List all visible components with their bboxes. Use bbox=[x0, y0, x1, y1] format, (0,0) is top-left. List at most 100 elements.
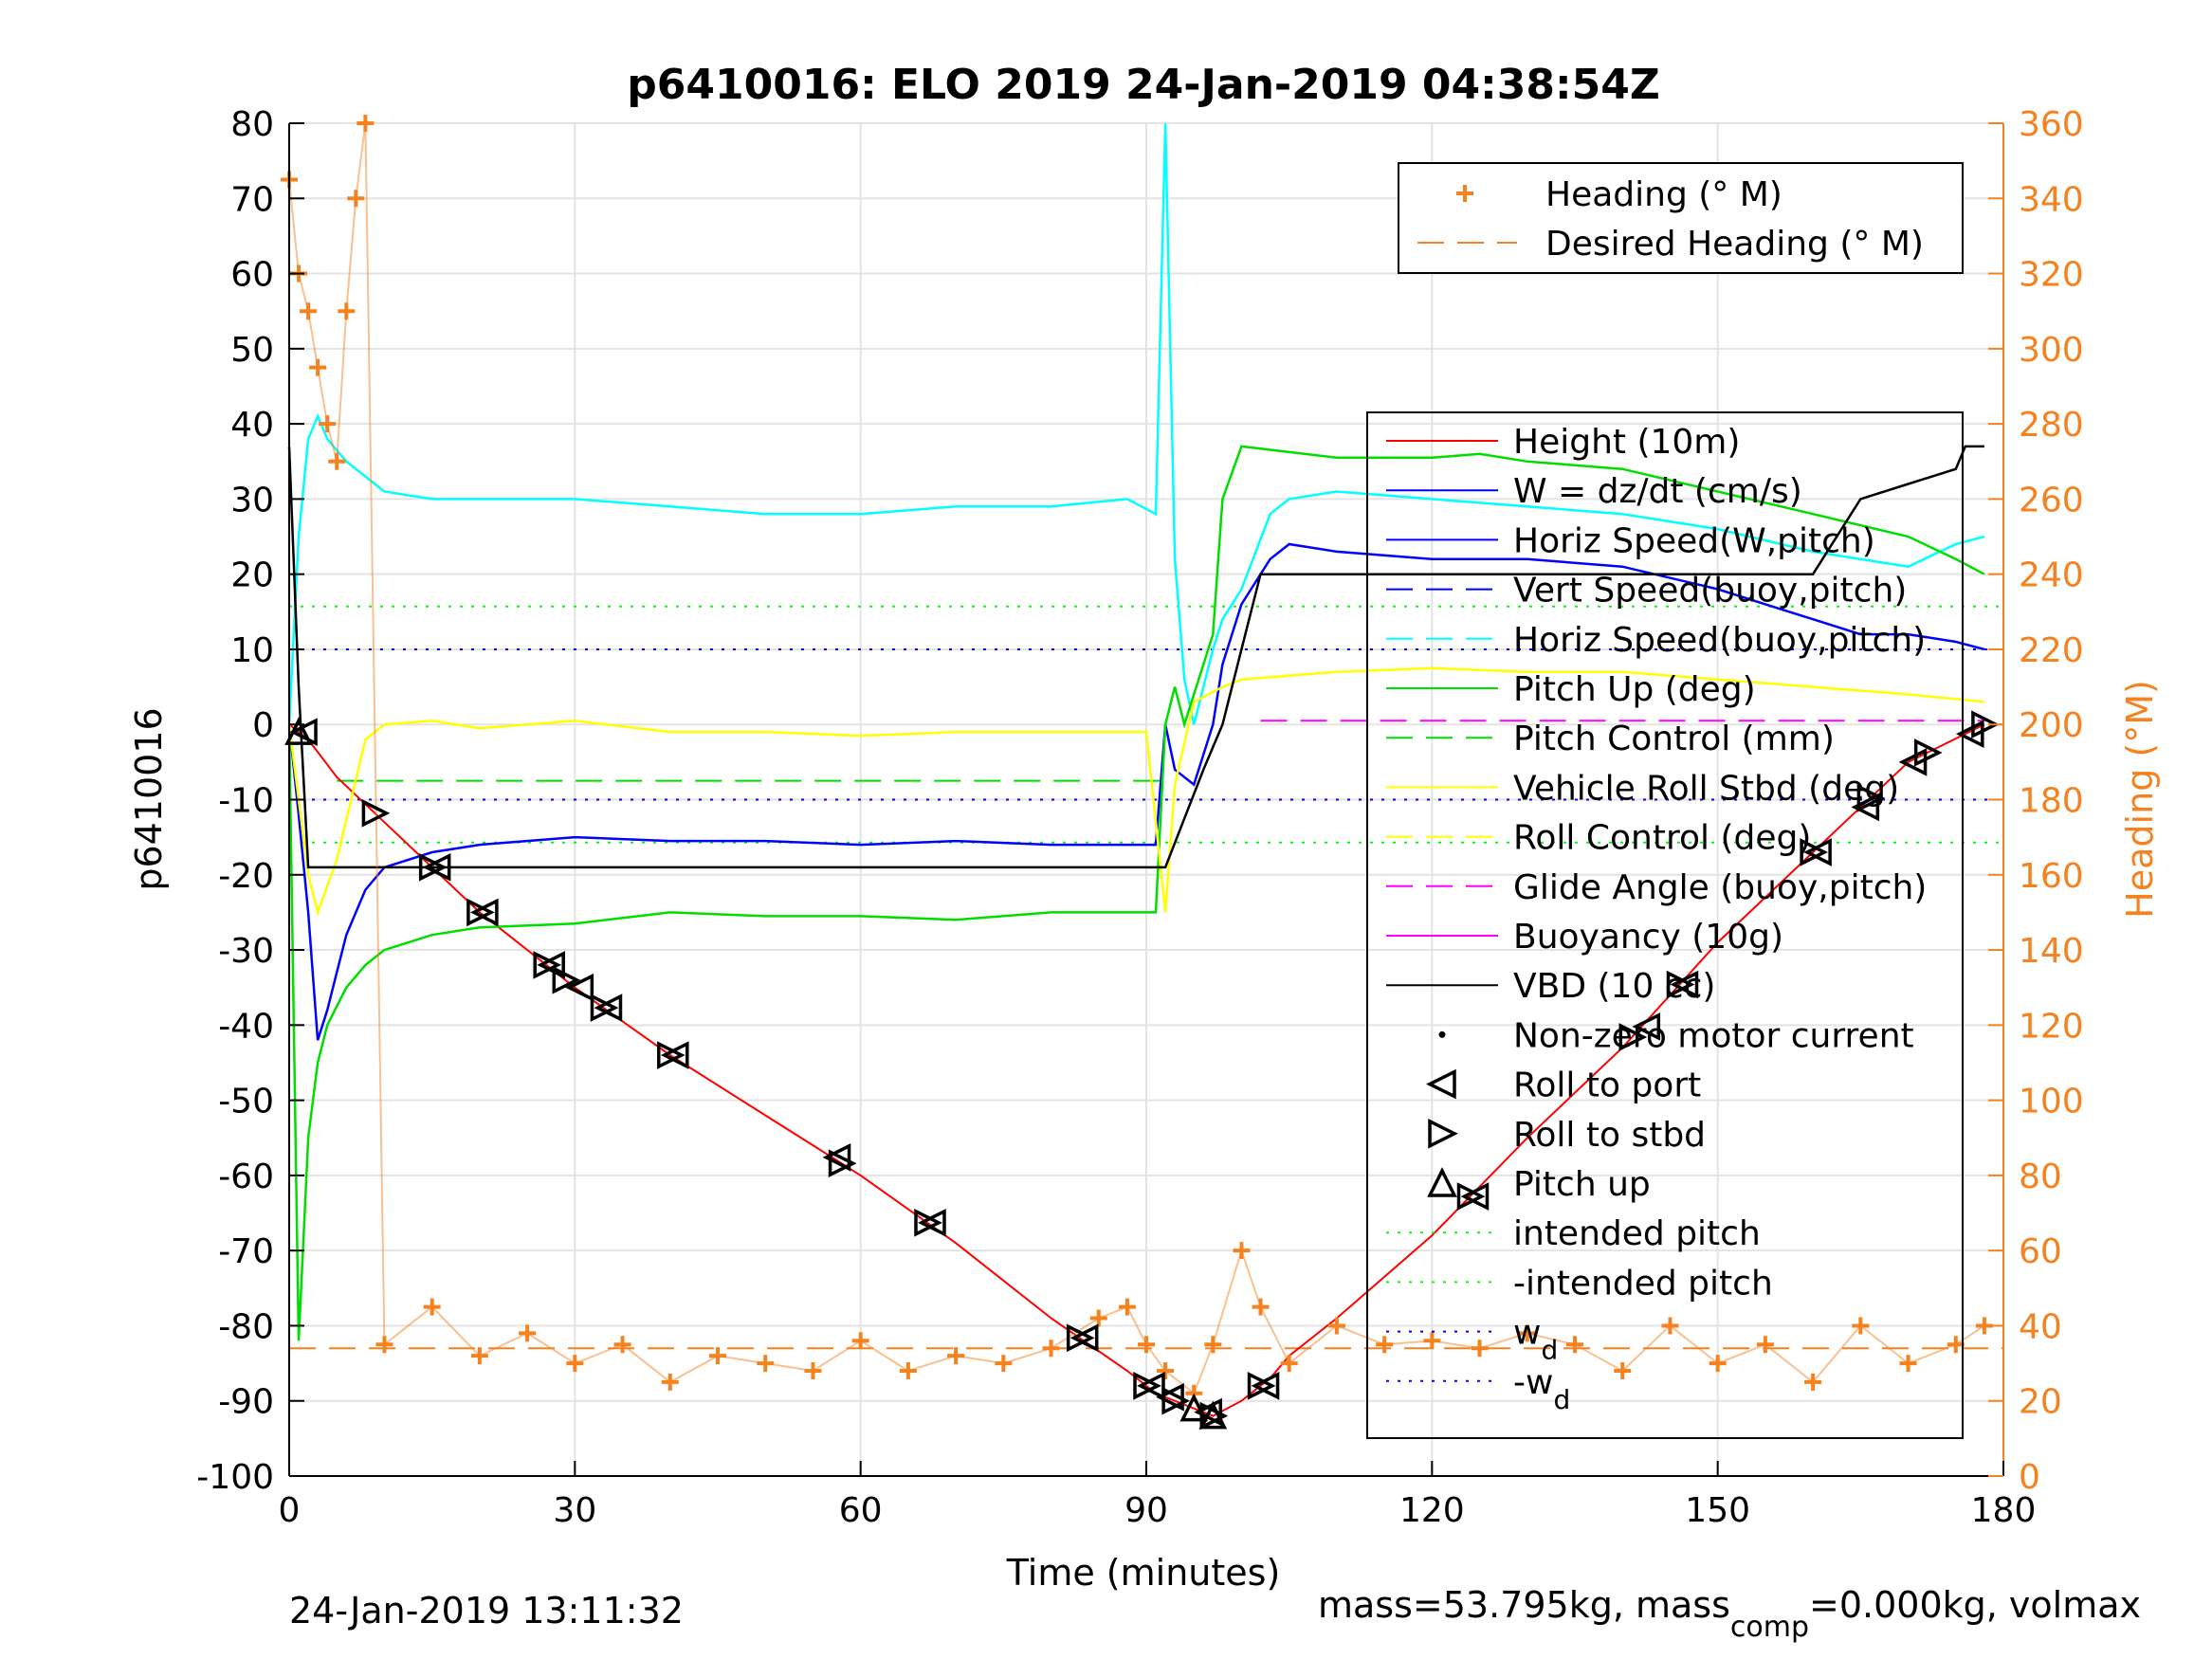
roll-to-stbd-marker bbox=[1247, 1372, 1276, 1400]
y-tick-label: 20 bbox=[230, 556, 274, 595]
roll-to-stbd-marker bbox=[361, 798, 391, 828]
y-right-tick-label: 40 bbox=[2019, 1307, 2062, 1346]
series-line bbox=[287, 445, 1985, 1341]
y-tick-label: 80 bbox=[230, 105, 274, 144]
x-tick-label: 60 bbox=[839, 1491, 883, 1530]
legend-main-label: Glide Angle (buoy,pitch) bbox=[1513, 868, 1927, 907]
y-right-tick-label: 360 bbox=[2019, 105, 2084, 144]
y-tick-label: -100 bbox=[196, 1458, 274, 1497]
heading-point bbox=[1138, 1336, 1155, 1354]
roll-to-stbd-marker bbox=[1666, 970, 1695, 999]
heading-point bbox=[1471, 1340, 1489, 1358]
y-right-tick-label: 340 bbox=[2019, 180, 2084, 219]
roll-to-stbd-marker bbox=[1161, 1386, 1191, 1415]
legend-main-label: Buoyancy (10g) bbox=[1513, 918, 1783, 957]
legend-swatch-marker bbox=[1428, 1118, 1458, 1149]
heading-point bbox=[1157, 1362, 1175, 1380]
legend-main-box bbox=[1366, 411, 1964, 1439]
y-right-tick-label: 180 bbox=[2019, 782, 2084, 821]
footer-mass-sub: comp bbox=[1730, 1611, 1809, 1644]
heading-point bbox=[338, 302, 356, 320]
heading-point bbox=[1042, 1340, 1060, 1358]
legend-main-label: Vert Speed(buoy,pitch) bbox=[1513, 572, 1907, 611]
roll-to-stbd-marker bbox=[1133, 1372, 1161, 1400]
y-tick-label: 10 bbox=[230, 631, 274, 670]
y-right-tick-label: 140 bbox=[2019, 932, 2084, 971]
y-right-tick-label: 20 bbox=[2019, 1383, 2062, 1422]
legend-top-label: Desired Heading (° M) bbox=[1545, 225, 1924, 264]
y-right-tick-label: 280 bbox=[2019, 406, 2084, 445]
y-tick-label: -40 bbox=[218, 1007, 274, 1046]
heading-point bbox=[1756, 1336, 1774, 1354]
series-heading bbox=[281, 115, 1993, 1402]
heading-point bbox=[1566, 1336, 1583, 1354]
roll-to-stbd-marker bbox=[1618, 1023, 1648, 1051]
heading-point bbox=[1327, 1317, 1345, 1335]
roll-to-stbd-marker bbox=[466, 898, 495, 927]
series-line bbox=[287, 445, 1984, 869]
roll-to-stbd-marker bbox=[590, 994, 619, 1022]
heading-point bbox=[804, 1362, 822, 1380]
roll-to-port-marker bbox=[537, 951, 565, 979]
legend-heading: Heading (° M) Desired Heading (° M) bbox=[1398, 162, 1964, 274]
y-tick-label: 40 bbox=[230, 406, 274, 445]
y-tick-label: 50 bbox=[230, 331, 274, 370]
legend-main-label: -wd bbox=[1513, 1363, 1570, 1415]
legend-swatch-marker bbox=[1427, 1167, 1457, 1197]
y-right-tick-label: 100 bbox=[2019, 1083, 2084, 1121]
heading-point bbox=[1118, 1298, 1136, 1316]
heading-point bbox=[1423, 1332, 1441, 1350]
y-tick-label: -30 bbox=[218, 932, 274, 971]
heading-point bbox=[1947, 1336, 1965, 1354]
heading-point bbox=[1204, 1336, 1222, 1354]
roll-to-stbd-marker bbox=[1856, 784, 1886, 812]
roll-to-port-marker bbox=[1069, 1323, 1099, 1353]
roll-to-port-marker bbox=[422, 853, 451, 882]
heading-point bbox=[423, 1298, 441, 1316]
roll-to-port-marker bbox=[1803, 838, 1832, 866]
footer-timestamp: 24-Jan-2019 13:11:32 bbox=[289, 1590, 684, 1632]
heading-point bbox=[1852, 1317, 1870, 1335]
heading-point bbox=[328, 452, 346, 470]
pitch-up-marker bbox=[1198, 1400, 1228, 1430]
heading-point bbox=[709, 1347, 726, 1365]
legend-main-label: -intended pitch bbox=[1513, 1264, 1773, 1303]
heading-point bbox=[300, 302, 318, 320]
legend-main-label: Pitch up bbox=[1513, 1165, 1651, 1204]
heading-point bbox=[566, 1355, 584, 1373]
y-right-tick-label: 320 bbox=[2019, 256, 2084, 295]
roll-to-stbd-marker bbox=[1971, 710, 2000, 739]
heading-point bbox=[375, 1336, 393, 1354]
footer-mass-prefix: mass=53.795kg, mass bbox=[1318, 1584, 1730, 1626]
heading-point bbox=[899, 1362, 917, 1380]
legend-main-label: Pitch Control (mm) bbox=[1513, 720, 1835, 758]
legend-main-label: Non-zero motor current bbox=[1513, 1016, 1914, 1055]
y-right-tick-label: 120 bbox=[2019, 1007, 2084, 1046]
y-right-tick-label: 240 bbox=[2019, 556, 2084, 595]
y-axis-label: p6410016 bbox=[128, 707, 170, 890]
roll-to-port-marker bbox=[469, 898, 499, 927]
x-tick-label: 150 bbox=[1685, 1491, 1750, 1530]
y-tick-label: -70 bbox=[218, 1232, 274, 1271]
roll-to-stbd-marker bbox=[1456, 1182, 1486, 1211]
heading-point bbox=[1709, 1355, 1727, 1373]
heading-point bbox=[1661, 1317, 1679, 1335]
heading-point bbox=[347, 190, 365, 208]
heading-point bbox=[1089, 1309, 1107, 1327]
roll-to-port-marker bbox=[1632, 1012, 1661, 1041]
y-tick-label: 60 bbox=[230, 256, 274, 295]
legend-heading-swatch bbox=[1456, 185, 1473, 202]
y-tick-label: -10 bbox=[218, 782, 274, 821]
roll-to-stbd-marker bbox=[533, 951, 562, 979]
heading-point bbox=[319, 415, 337, 433]
heading-point bbox=[1804, 1373, 1822, 1391]
y-right-tick-label: 80 bbox=[2019, 1158, 2062, 1196]
roll-to-port-marker bbox=[822, 1143, 851, 1172]
series-heading-trace bbox=[288, 122, 1985, 1395]
heading-point bbox=[519, 1324, 537, 1342]
heading-point bbox=[309, 358, 327, 376]
legend-main-label: Roll Control (deg) bbox=[1513, 819, 1811, 858]
roll-to-stbd-marker bbox=[914, 1208, 942, 1237]
y-right-tick-label: 60 bbox=[2019, 1232, 2062, 1271]
